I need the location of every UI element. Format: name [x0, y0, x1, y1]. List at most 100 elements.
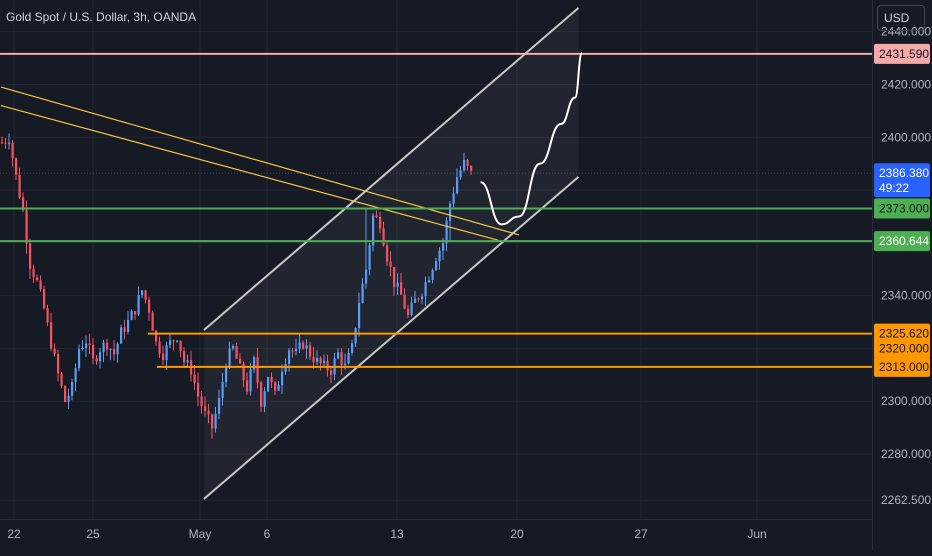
candle-body [22, 197, 25, 211]
ascending-channel[interactable] [203, 7, 580, 500]
candle-body [200, 396, 203, 407]
candle-body [78, 349, 81, 369]
candle-body [102, 342, 105, 353]
candle-body [53, 348, 56, 354]
candle-body [11, 142, 14, 159]
candle-body [256, 357, 259, 383]
candle-body [4, 142, 7, 144]
candle-body [197, 382, 200, 397]
candle-body [155, 330, 158, 342]
horizontal-levels[interactable] [0, 52, 872, 368]
symbol-title: Gold Spot / U.S. Dollar, 3h, OANDA [6, 10, 197, 24]
candle-body [64, 386, 67, 402]
candle-body [281, 371, 284, 386]
price-tick-label: 2262.500 [881, 493, 931, 507]
candle-body [407, 308, 410, 316]
projection-path[interactable] [480, 51, 583, 226]
price-chart[interactable] [0, 0, 872, 520]
candle-body [50, 322, 53, 349]
candle-body [225, 367, 228, 383]
price-scale[interactable]: 2440.000 2420.000 2400.000 2340.000 2300.000… [872, 0, 932, 550]
currency-button[interactable]: USD [877, 5, 925, 31]
candle-body [176, 340, 179, 342]
time-scale[interactable]: 22 25 May 6 13 20 27 Jun [0, 519, 872, 550]
candle-body [183, 351, 186, 363]
price-tick-label: 2280.000 [881, 447, 931, 461]
candle-body [421, 296, 424, 299]
candle-body [36, 277, 39, 281]
candle-body [372, 215, 375, 246]
candle-body [144, 290, 147, 300]
channel-lower-line [203, 176, 580, 500]
candle-body [92, 344, 95, 359]
candle-body [466, 159, 469, 166]
candle-body [249, 369, 252, 392]
level-price-text: 2373.000 [879, 202, 929, 216]
candle-body [389, 261, 392, 267]
candle-body [169, 340, 172, 346]
candles [1, 133, 473, 439]
candle-body [151, 312, 154, 331]
candle-body [43, 289, 46, 309]
level-price-text: 2360.644 [879, 234, 929, 248]
candle-body [400, 282, 403, 295]
countdown-text: 49:22 [879, 181, 909, 195]
candle-body [239, 358, 242, 364]
level-price-label [874, 356, 930, 377]
candle-body [95, 358, 98, 362]
candle-body [354, 328, 357, 344]
time-tick-label: Jun [747, 527, 766, 541]
candle-body [99, 352, 102, 362]
time-tick-label: 20 [510, 527, 524, 541]
candle-body [137, 295, 140, 315]
time-tick-label: 25 [86, 527, 100, 541]
candle-body [204, 406, 207, 411]
candle-body [323, 360, 326, 364]
channel-fill [204, 7, 579, 499]
candle-body [60, 373, 63, 387]
candle-body [81, 347, 84, 350]
candle-body [431, 269, 434, 280]
candle-body [312, 356, 315, 363]
trendlines[interactable] [0, 86, 520, 241]
candle-body [375, 215, 378, 217]
candle-body [67, 395, 70, 402]
candle-body [242, 363, 245, 381]
time-tick-label: 22 [7, 527, 21, 541]
candle-body [120, 327, 123, 344]
price-scale-svg: 2440.000 2420.000 2400.000 2340.000 2300.000… [874, 25, 931, 507]
candle-body [29, 243, 32, 269]
level-price-text: 2325.620 [879, 327, 929, 341]
candle-body [319, 357, 322, 364]
candle-body [382, 228, 385, 246]
price-tick-label: 2340.000 [881, 289, 931, 303]
candle-body [295, 348, 298, 352]
level-price-label [874, 43, 930, 64]
candle-body [365, 269, 368, 284]
candle-body [253, 357, 256, 370]
candle-body [270, 377, 273, 383]
candle-body [165, 345, 168, 361]
level-price-text: 2431.590 [879, 47, 929, 61]
current-price-label [874, 163, 930, 198]
candle-body [74, 368, 77, 383]
descending-trendline [0, 105, 499, 241]
candle-body [158, 341, 161, 354]
candle-body [368, 245, 371, 270]
candle-body [459, 170, 462, 178]
candle-body [39, 280, 42, 290]
candle-body [414, 298, 417, 303]
candle-body [15, 158, 18, 175]
chart-area[interactable]: Gold Spot / U.S. Dollar, 3h, OANDA [0, 0, 872, 520]
candle-body [186, 360, 189, 363]
candle-body [179, 340, 182, 352]
time-tick-label: 13 [390, 527, 404, 541]
time-tick-label: 27 [634, 527, 648, 541]
candle-body [221, 382, 224, 398]
candle-body [162, 353, 165, 361]
grid [0, 0, 872, 520]
candle-body [298, 342, 301, 349]
candle-body [141, 290, 144, 296]
candle-body [438, 250, 441, 262]
candle-body [470, 165, 473, 171]
